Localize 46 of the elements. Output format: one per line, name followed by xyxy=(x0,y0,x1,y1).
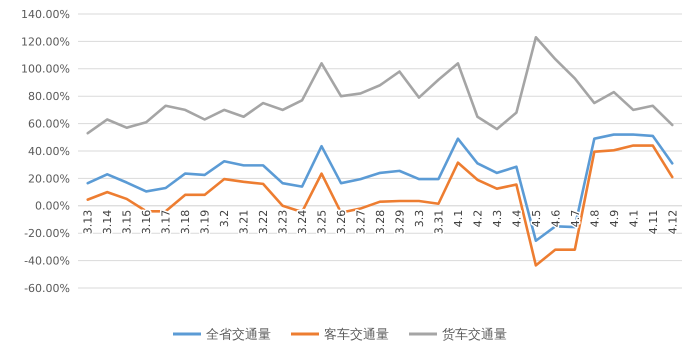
x-tick-label: 3.14 xyxy=(101,210,114,234)
x-tick-label: 3.26 xyxy=(335,210,348,234)
x-tick-label: 3.3 xyxy=(412,210,426,228)
x-tick-label: 4.5 xyxy=(530,210,543,228)
x-tick-label: 4.9 xyxy=(608,210,621,228)
x-tick-label: 3.31 xyxy=(432,210,446,234)
x-tick-label: 3.16 xyxy=(140,210,154,234)
x-tick-label: 3.18 xyxy=(179,210,192,234)
x-tick-label: 4.3 xyxy=(490,210,504,228)
y-tick-label: 20.00% xyxy=(28,172,70,186)
x-tick-label: 3.2 xyxy=(218,210,232,228)
y-tick-label: 0.00% xyxy=(35,200,70,213)
y-tick-label: 60.00% xyxy=(28,117,70,130)
x-tick-label: 3.13 xyxy=(82,210,95,234)
x-tick-label: 4.4 xyxy=(510,210,524,228)
x-tick-label: 4.2 xyxy=(471,210,484,228)
x-tick-label: 3.27 xyxy=(354,210,368,234)
x-tick-label: 4.1 xyxy=(627,210,640,228)
x-tick-label: 3.23 xyxy=(276,210,290,234)
x-tick-label: 3.29 xyxy=(393,210,406,234)
y-tick-label: -20.00% xyxy=(24,227,70,240)
x-tick-label: 3.28 xyxy=(374,210,387,234)
x-tick-label: 3.17 xyxy=(160,210,173,234)
x-tick-label: 3.24 xyxy=(296,210,310,234)
y-tick-label: 140.00% xyxy=(21,8,70,21)
legend-label: 全省交通量 xyxy=(206,326,271,343)
y-tick-label: 80.00% xyxy=(28,90,70,104)
x-tick-label: 4.12 xyxy=(666,210,680,234)
x-tick-label: 3.21 xyxy=(238,210,251,234)
x-tick-label: 4.1 xyxy=(452,210,465,228)
x-tick-label: 3.22 xyxy=(257,210,270,234)
x-tick-label: 4.6 xyxy=(549,210,562,228)
x-tick-label: 3.15 xyxy=(120,210,134,234)
x-tick-label: 4.8 xyxy=(588,210,602,228)
y-tick-label: -60.00% xyxy=(24,282,70,295)
legend-label: 货车交通量 xyxy=(442,326,507,343)
line-series xyxy=(86,36,674,134)
y-tick-label: 100.00% xyxy=(21,62,70,76)
x-tick-label: 3.19 xyxy=(198,210,212,234)
y-tick-label: 40.00% xyxy=(28,144,70,158)
x-tick-label: 4.11 xyxy=(646,210,660,234)
x-tick-label: 3.25 xyxy=(316,210,329,234)
y-tick-label: 120.00% xyxy=(21,35,70,48)
y-tick-label: -40.00% xyxy=(24,254,70,268)
legend-label: 客车交通量 xyxy=(324,326,389,343)
x-tick-label: 4.7 xyxy=(568,210,582,228)
